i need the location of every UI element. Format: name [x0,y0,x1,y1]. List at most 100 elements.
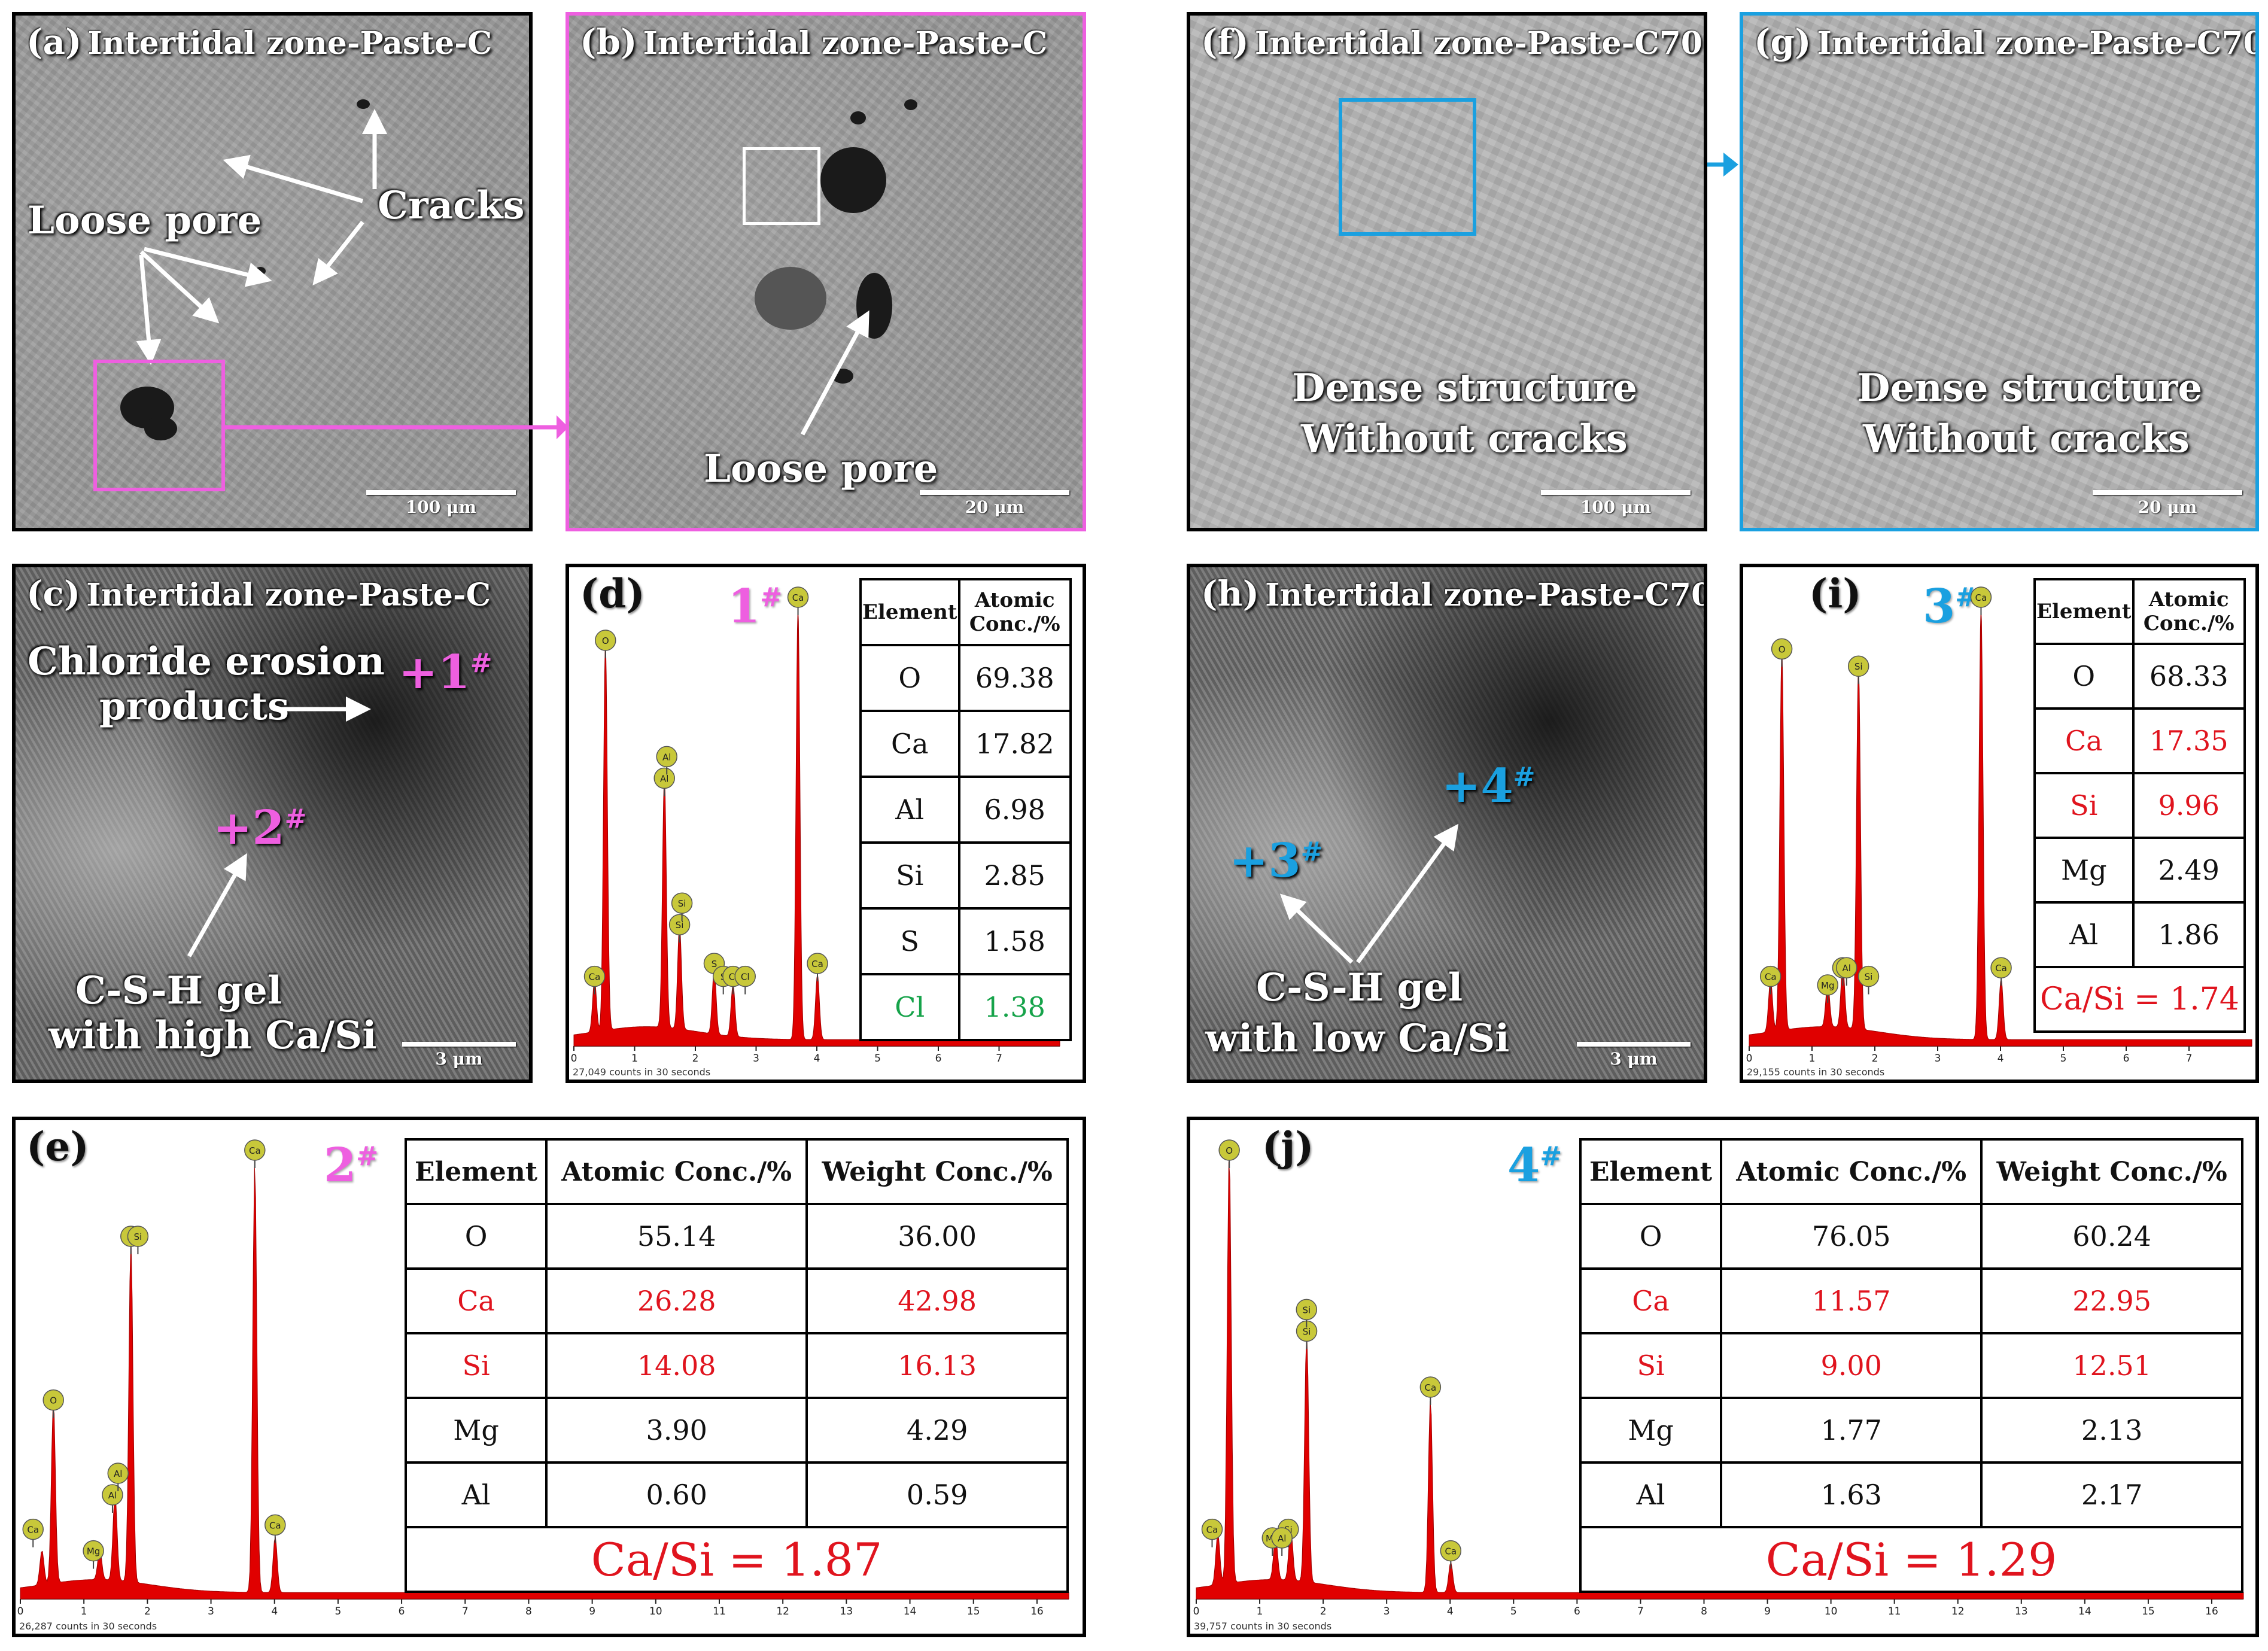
peak-marker-circle [1817,974,1838,996]
x-tick-label: 11 [1888,1606,1901,1617]
table-row: Ca 11.57 22.95 [1579,1267,2243,1334]
table-cell: O [859,644,960,712]
ca-si-ratio-row: Ca/Si = 1.29 [1579,1526,2243,1593]
zoom-box [93,360,225,491]
pore [850,111,866,124]
peak-marker: Si [1847,655,1869,685]
table-cell: 36.00 [805,1203,1069,1270]
peak-marker-label: Al [114,1468,122,1479]
peak-marker: Al [1836,957,1857,986]
ca-si-ratio: Ca/Si = 1.29 [1579,1526,2243,1593]
table-cell: 2.85 [957,841,1072,910]
x-tick-label: 0 [1746,1053,1753,1065]
peak-marker: Si [127,1226,149,1254]
peak-marker-label: Si [1303,1326,1311,1337]
table-row: Ca 17.82 [859,710,1072,778]
spot-3: +3# [1229,834,1323,888]
peak-marker-label: Ca [27,1525,39,1536]
peak-marker-label: Al [660,773,668,784]
peak-marker-circle [595,630,616,651]
table-cell: O [2033,643,2135,710]
table-cell: 1.63 [1720,1461,1983,1528]
peak-marker-circle [1847,655,1869,677]
peak-marker-circle [671,892,693,914]
panel-i: (i) 3# 01234567OSiCaCaMgAlAlSiCa 29,155 … [1740,564,2259,1083]
table-cell: Ca [859,710,960,778]
spot-2: +2# [213,801,307,855]
peak-marker-circle [653,767,675,789]
peak-marker-label: O [1226,1145,1233,1156]
edx-spectrum-j: 012345678910111213141516OSiCaCaMgSiAlSiC… [1193,1139,2244,1617]
panel-a: (a) Intertidal zone-Paste-C Cracks Loose … [12,12,533,531]
x-tick-label: 7 [1637,1606,1644,1617]
table-cell: Ca [1579,1267,1723,1334]
peak-marker-label: Ca [1975,592,1987,603]
peak-marker: Si [1857,965,1880,995]
peak-marker: Ca [1759,965,1781,995]
table-cell: 1.38 [957,973,1072,1041]
ca-si-ratio-row: Ca/Si = 1.74 [2033,966,2246,1033]
peak-marker-label: Si [1854,661,1863,672]
table-row: Ca 17.35 [2033,707,2246,774]
x-tick-label: 14 [2078,1606,2091,1617]
x-tick-label: 16 [2205,1606,2218,1617]
table-row: Mg 2.49 [2033,837,2246,904]
label-without-cracks: Without cracks [1301,416,1628,461]
label-dense-structure: Dense structure [1292,366,1638,411]
panel-e: (e) 2# 012345678910111213141516OSiCaCaMg… [12,1117,1086,1637]
scale-bar: 3 μm [402,1042,516,1069]
x-tick-label: 1 [631,1053,638,1065]
edx-spectrum-e: 012345678910111213141516OSiCaCaMgAlAlSiC… [17,1139,1069,1617]
table-cell: 68.33 [2132,643,2246,710]
panel-b: (b) Intertidal zone-Paste-C Loose pore 20… [566,12,1086,531]
counts-caption: 26,287 counts in 30 seconds [19,1620,157,1632]
label-cracks: Cracks [378,183,525,228]
x-tick-label: 14 [904,1606,917,1617]
peak-marker: Ca [1419,1376,1442,1405]
table-row: Ca 26.28 42.98 [404,1267,1069,1334]
label-csh-gel: C-S-H gel [1256,965,1463,1010]
x-tick-label: 5 [874,1053,881,1065]
panel-g: (g)Intertidal zone-Paste-C70S30 Dense st… [1740,12,2259,531]
table-row: Si 9.96 [2033,772,2246,839]
pore [755,267,826,330]
peak-marker-circle [1218,1139,1240,1161]
panel-letter: (e) [26,1123,89,1170]
table-cell: 0.60 [545,1461,808,1528]
peak-marker-label: Ca [1995,963,2007,974]
panel-d: (d) 1# 01234567OCaAlSiAlSiSSClClCaCa 27,… [566,564,1086,1083]
label-loose-pore: Loose pore [704,446,938,491]
table-cell: Al [404,1461,548,1528]
x-tick-label: 5 [335,1606,341,1617]
x-tick-label: 3 [208,1606,214,1617]
x-tick-label: 6 [2123,1053,2130,1065]
table-cell: Ca [2033,707,2135,774]
peak-marker-circle [656,746,677,768]
table-row: Mg 1.77 2.13 [1579,1397,2243,1464]
pore [357,99,370,109]
x-tick-label: 0 [17,1606,24,1617]
edx-spectrum-i: 01234567OSiCaCaMgAlAlSiCa [1746,586,2252,1065]
peak-marker: Ca [265,1514,286,1543]
panel-title: (g)Intertidal zone-Paste-C70S30 [1754,22,2255,62]
scale-bar: 20 μm [2093,490,2242,517]
table-cell: Si [1579,1332,1723,1399]
label-products: products [99,684,289,729]
table-row: O 68.33 [2033,643,2246,710]
peak-marker-label: Si [1302,1305,1311,1315]
peak-marker-circle [1271,1527,1293,1549]
x-tick-label: 9 [589,1606,595,1617]
peak-marker: Ca [583,965,606,995]
x-tick-label: 6 [1574,1606,1580,1617]
table-header: Element [2033,578,2135,645]
x-tick-label: 4 [1998,1053,2004,1065]
x-tick-label: 8 [525,1606,532,1617]
table-cell: 2.49 [2132,837,2246,904]
pore [904,99,917,110]
peak-marker: Ca [22,1518,44,1547]
annotation-arrows [136,109,387,365]
scale-bar: 100 μm [366,490,516,517]
x-tick-label: 12 [1951,1606,1965,1617]
peak-marker: Si [1296,1320,1318,1349]
peak-marker: Si [668,914,691,943]
